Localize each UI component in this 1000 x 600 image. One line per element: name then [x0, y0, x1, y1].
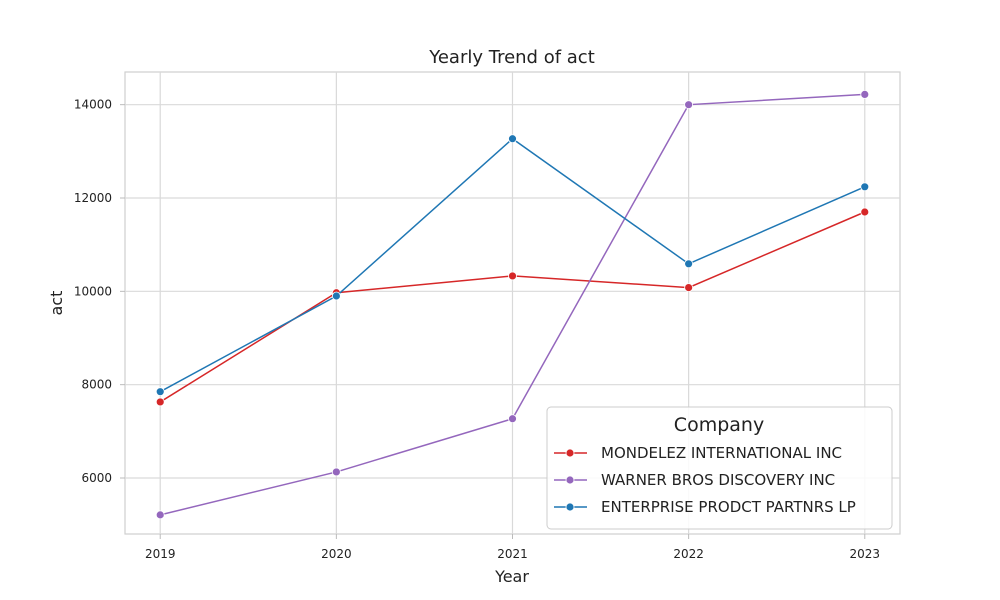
data-point: [331, 291, 341, 301]
data-point: [860, 90, 870, 99]
series-group: [155, 207, 870, 407]
legend-marker: [565, 475, 575, 485]
x-tick-label: 2020: [321, 547, 352, 561]
series-lines: [155, 90, 870, 520]
data-point: [155, 397, 165, 407]
y-tick-label: 14000: [74, 98, 112, 112]
legend-box: [546, 406, 893, 530]
legend-entries: MONDELEZ INTERNATIONAL INC WARNER BROS DI…: [554, 444, 856, 516]
x-tick-label: 2019: [145, 547, 176, 561]
series-group: [155, 134, 870, 397]
legend-label: ENTERPRISE PRODCT PARTNRS LP: [601, 498, 856, 516]
data-point: [684, 100, 694, 110]
x-axis-label: Year: [494, 567, 529, 586]
data-point: [155, 510, 165, 520]
x-tick-label: 2022: [673, 547, 704, 561]
data-point: [508, 134, 517, 144]
data-point: [684, 283, 694, 293]
data-point: [508, 414, 517, 424]
data-point: [155, 387, 165, 397]
legend-marker: [565, 502, 575, 512]
series-group: [155, 90, 870, 520]
data-point: [860, 182, 870, 192]
chart-title: Yearly Trend of act: [428, 47, 595, 68]
y-tick-label: 12000: [74, 191, 112, 205]
y-axis-ticks: 6000 8000 10000 12000 14000: [74, 98, 125, 485]
x-tick-label: 2023: [849, 547, 880, 561]
legend-marker: [565, 448, 575, 458]
y-tick-label: 8000: [81, 378, 112, 392]
legend-label: WARNER BROS DISCOVERY INC: [601, 471, 835, 489]
legend-label: MONDELEZ INTERNATIONAL INC: [601, 444, 842, 462]
legend-title: Company: [674, 414, 764, 436]
legend: Company MONDELEZ INTERNATIONAL INC WARNER…: [546, 406, 893, 530]
data-point: [508, 271, 517, 281]
data-point: [860, 207, 870, 217]
y-tick-label: 10000: [74, 284, 112, 298]
y-axis-label: act: [47, 291, 66, 316]
data-point: [331, 467, 341, 477]
x-axis-ticks: 2019 2020 2021 2022 2023: [145, 534, 880, 561]
x-tick-label: 2021: [497, 547, 528, 561]
y-tick-label: 6000: [81, 471, 112, 485]
data-point: [684, 259, 694, 269]
